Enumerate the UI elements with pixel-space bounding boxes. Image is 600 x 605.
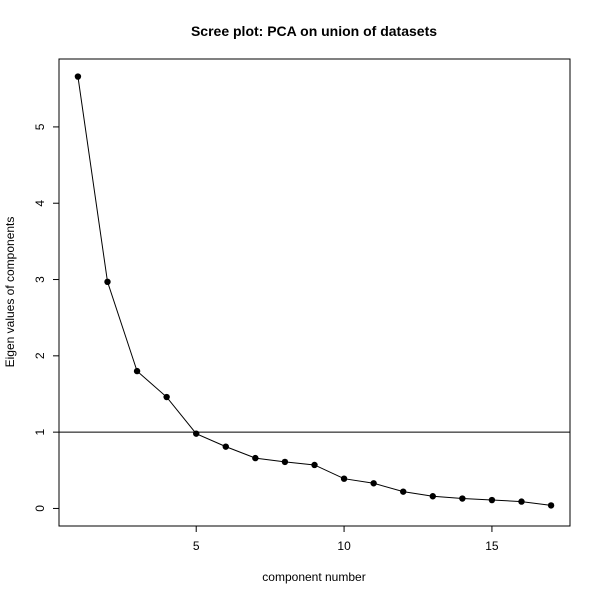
plot-frame	[58, 58, 571, 527]
data-point	[133, 367, 141, 375]
data-point	[74, 73, 82, 80]
data-point	[163, 393, 170, 401]
data-point	[370, 480, 377, 487]
series-layer	[74, 73, 555, 509]
x-tick-label: 5	[193, 539, 200, 553]
data-point	[281, 458, 289, 466]
y-tick-label: 4	[33, 200, 47, 207]
y-tick-label: 3	[33, 276, 47, 283]
y-tick-label: 5	[33, 123, 47, 130]
x-tick-label: 10	[337, 539, 351, 553]
y-axis-label: Eigen values of components	[3, 217, 17, 368]
data-point	[547, 502, 555, 509]
data-point	[459, 495, 466, 502]
data-point	[340, 475, 348, 482]
data-point	[488, 496, 496, 504]
y-tick-label: 0	[33, 505, 47, 512]
x-axis-label: component number	[262, 570, 365, 584]
data-point	[252, 454, 259, 462]
y-tick-label: 2	[33, 352, 47, 359]
data-point	[311, 461, 318, 469]
data-point	[222, 443, 229, 450]
data-point	[104, 278, 111, 286]
data-point	[193, 430, 200, 437]
data-point	[518, 498, 525, 505]
x-axis: 5 10 15	[193, 525, 499, 553]
chart-title: Scree plot: PCA on union of datasets	[191, 23, 437, 39]
data-point	[429, 493, 436, 500]
x-tick-label: 15	[485, 539, 499, 553]
y-tick-label: 1	[33, 428, 47, 435]
data-point	[400, 488, 407, 495]
y-axis: 0 1 2 3 4 5	[33, 123, 60, 512]
series-line	[77, 76, 552, 506]
